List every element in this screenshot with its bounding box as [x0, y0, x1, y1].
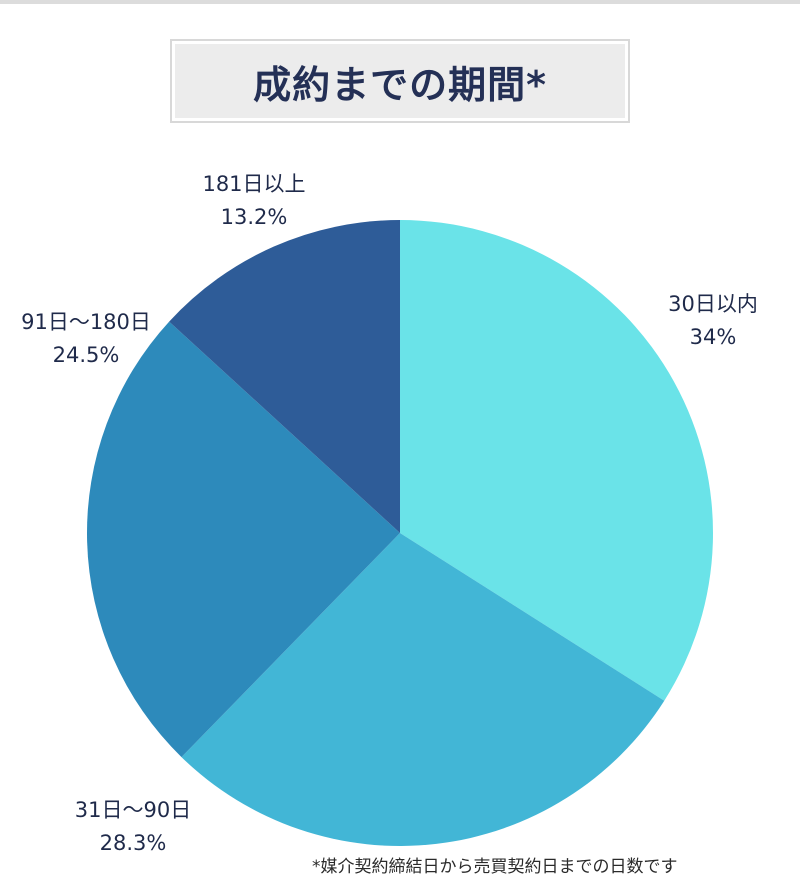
slice-label-value-2: 28.3% — [100, 831, 167, 855]
slice-label-name-1: 30日以内 — [668, 292, 758, 316]
chart-footnote: *媒介契約締結日から売買契約日までの日数です — [312, 857, 678, 877]
pie-slice-3 — [86, 321, 401, 758]
pie-slices — [86, 220, 714, 847]
slice-label-value-1: 34% — [690, 325, 737, 349]
chart-title: 成約までの期間* — [253, 62, 547, 107]
slice-label-value-4: 13.2% — [221, 205, 288, 229]
pie-slice-1 — [400, 220, 714, 701]
slice-label-name-2: 31日〜90日 — [75, 798, 191, 822]
chart-title-box: 成約までの期間* — [170, 39, 630, 123]
top-divider — [0, 0, 800, 4]
slice-label-value-3: 24.5% — [53, 343, 120, 367]
pie-slice-2 — [181, 533, 665, 847]
pie-slice-4 — [169, 220, 400, 533]
slice-label-name-3: 91日〜180日 — [21, 310, 151, 334]
pie-labels: 30日以内 34% 31日〜90日 28.3% 91日〜180日 24.5% 181日以上 1… — [21, 172, 758, 855]
slice-label-name-4: 181日以上 — [202, 172, 305, 196]
